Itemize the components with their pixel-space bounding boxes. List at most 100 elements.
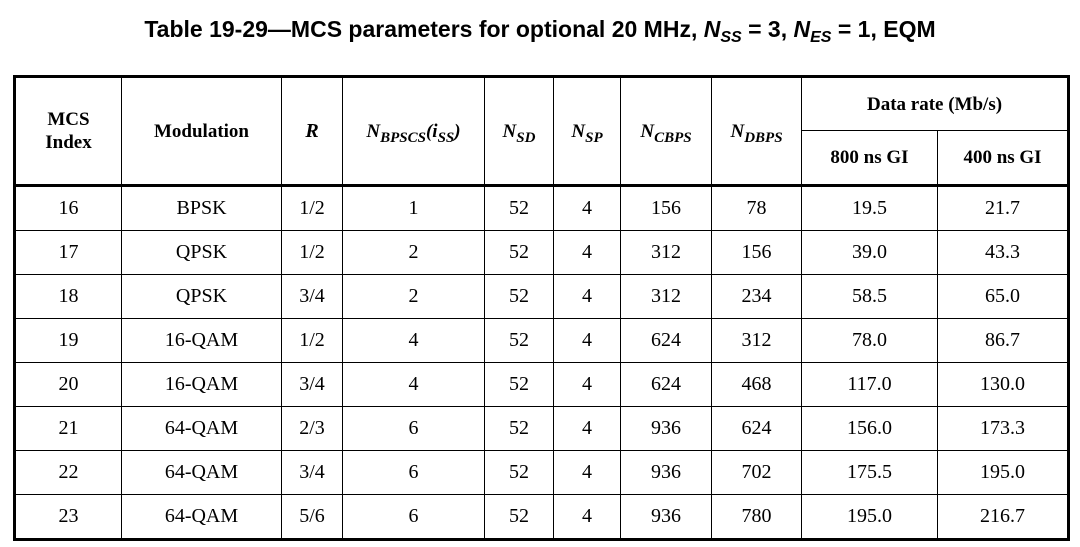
cell-modulation: QPSK bbox=[121, 230, 282, 275]
cell-ndbps: 468 bbox=[711, 362, 802, 407]
cell-nsd: 52 bbox=[484, 318, 554, 363]
header-mcs-index: MCS Index bbox=[14, 76, 122, 187]
cell-nbpscs: 2 bbox=[342, 230, 485, 275]
table-body: 16 BPSK 1/2 1 52 4 156 78 19.5 21.7 17 QPSK 1/2 2 52 4 3… bbox=[14, 185, 1070, 540]
cell-nsd: 52 bbox=[484, 406, 554, 451]
header-nsd: NSD bbox=[484, 76, 554, 187]
cell-nsp: 4 bbox=[553, 450, 621, 495]
cell-ncbps: 156 bbox=[620, 185, 712, 231]
table-row: 18 QPSK 3/4 2 52 4 312 234 58.5 65.0 bbox=[14, 274, 1070, 319]
cell-nsp: 4 bbox=[553, 406, 621, 451]
cell-ncbps: 312 bbox=[620, 274, 712, 319]
cell-nsp: 4 bbox=[553, 362, 621, 407]
header-nsp: NSP bbox=[553, 76, 621, 187]
cell-nbpscs: 1 bbox=[342, 185, 485, 231]
cell-mcs-index: 23 bbox=[14, 494, 122, 540]
cell-modulation: 16-QAM bbox=[121, 318, 282, 363]
header-800ns-gi: 800 ns GI bbox=[801, 130, 938, 187]
cell-ndbps: 702 bbox=[711, 450, 802, 495]
cell-mcs-index: 20 bbox=[14, 362, 122, 407]
cell-rate-400ns: 195.0 bbox=[936, 450, 1070, 495]
cell-rate-800ns: 39.0 bbox=[801, 230, 938, 275]
cell-rate-400ns: 216.7 bbox=[936, 494, 1070, 540]
table-header: MCS Index Modulation R NBPSCS(iSS) NSD NS… bbox=[14, 76, 1070, 187]
cell-mcs-index: 16 bbox=[14, 185, 122, 231]
cell-coding-rate: 1/2 bbox=[281, 230, 343, 275]
cell-nsd: 52 bbox=[484, 494, 554, 540]
cell-ncbps: 312 bbox=[620, 230, 712, 275]
cell-mcs-index: 19 bbox=[14, 318, 122, 363]
cell-nsd: 52 bbox=[484, 450, 554, 495]
table-row: 20 16-QAM 3/4 4 52 4 624 468 117.0 130.0 bbox=[14, 362, 1070, 407]
header-coding-rate: R bbox=[281, 76, 343, 187]
caption-n-es: N bbox=[793, 16, 811, 42]
cell-coding-rate: 3/4 bbox=[281, 450, 343, 495]
cell-rate-800ns: 78.0 bbox=[801, 318, 938, 363]
cell-rate-400ns: 130.0 bbox=[936, 362, 1070, 407]
caption-prefix: Table 19-29—MCS parameters for optional … bbox=[144, 16, 704, 42]
cell-modulation: 16-QAM bbox=[121, 362, 282, 407]
cell-rate-800ns: 19.5 bbox=[801, 185, 938, 231]
table-row: 17 QPSK 1/2 2 52 4 312 156 39.0 43.3 bbox=[14, 230, 1070, 275]
cell-mcs-index: 21 bbox=[14, 406, 122, 451]
caption-n-ss: N bbox=[703, 16, 721, 42]
cell-rate-400ns: 65.0 bbox=[936, 274, 1070, 319]
mcs-parameters-table: MCS Index Modulation R NBPSCS(iSS) NSD NS… bbox=[13, 75, 1071, 541]
table-row: 19 16-QAM 1/2 4 52 4 624 312 78.0 86.7 bbox=[14, 318, 1070, 363]
cell-ndbps: 624 bbox=[711, 406, 802, 451]
caption-mid: = 3, bbox=[741, 16, 794, 42]
cell-ndbps: 312 bbox=[711, 318, 802, 363]
cell-modulation: 64-QAM bbox=[121, 450, 282, 495]
cell-nsp: 4 bbox=[553, 230, 621, 275]
table-row: 16 BPSK 1/2 1 52 4 156 78 19.5 21.7 bbox=[14, 185, 1070, 231]
cell-nsd: 52 bbox=[484, 362, 554, 407]
cell-rate-800ns: 156.0 bbox=[801, 406, 938, 451]
caption-n-ss-subscript: SS bbox=[720, 29, 742, 46]
cell-modulation: QPSK bbox=[121, 274, 282, 319]
cell-coding-rate: 5/6 bbox=[281, 494, 343, 540]
cell-nsp: 4 bbox=[553, 185, 621, 231]
cell-ndbps: 156 bbox=[711, 230, 802, 275]
cell-nsd: 52 bbox=[484, 185, 554, 231]
cell-ndbps: 780 bbox=[711, 494, 802, 540]
cell-ncbps: 624 bbox=[620, 362, 712, 407]
table-caption: Table 19-29—MCS parameters for optional … bbox=[0, 12, 1080, 46]
header-400ns-gi: 400 ns GI bbox=[936, 130, 1070, 187]
cell-modulation: 64-QAM bbox=[121, 406, 282, 451]
cell-ncbps: 624 bbox=[620, 318, 712, 363]
cell-rate-400ns: 173.3 bbox=[936, 406, 1070, 451]
cell-nbpscs: 6 bbox=[342, 406, 485, 451]
table-row: 23 64-QAM 5/6 6 52 4 936 780 195.0 216.7 bbox=[14, 494, 1070, 540]
cell-coding-rate: 3/4 bbox=[281, 274, 343, 319]
cell-modulation: BPSK bbox=[121, 185, 282, 231]
header-modulation: Modulation bbox=[121, 76, 282, 187]
cell-nbpscs: 4 bbox=[342, 362, 485, 407]
cell-nsp: 4 bbox=[553, 494, 621, 540]
cell-ncbps: 936 bbox=[620, 494, 712, 540]
cell-nbpscs: 6 bbox=[342, 450, 485, 495]
table-row: 22 64-QAM 3/4 6 52 4 936 702 175.5 195.0 bbox=[14, 450, 1070, 495]
cell-nbpscs: 6 bbox=[342, 494, 485, 540]
cell-mcs-index: 22 bbox=[14, 450, 122, 495]
header-data-rate: Data rate (Mb/s) bbox=[800, 76, 1070, 131]
cell-rate-800ns: 58.5 bbox=[801, 274, 938, 319]
cell-modulation: 64-QAM bbox=[121, 494, 282, 540]
cell-rate-800ns: 195.0 bbox=[801, 494, 938, 540]
cell-ncbps: 936 bbox=[620, 406, 712, 451]
cell-coding-rate: 3/4 bbox=[281, 362, 343, 407]
cell-nsp: 4 bbox=[553, 318, 621, 363]
cell-ndbps: 78 bbox=[711, 185, 802, 231]
caption-suffix: = 1, EQM bbox=[831, 16, 936, 42]
cell-rate-400ns: 86.7 bbox=[936, 318, 1070, 363]
cell-nbpscs: 2 bbox=[342, 274, 485, 319]
cell-rate-400ns: 43.3 bbox=[936, 230, 1070, 275]
cell-rate-800ns: 117.0 bbox=[801, 362, 938, 407]
cell-ncbps: 936 bbox=[620, 450, 712, 495]
cell-nsd: 52 bbox=[484, 274, 554, 319]
cell-rate-400ns: 21.7 bbox=[936, 185, 1070, 231]
cell-coding-rate: 2/3 bbox=[281, 406, 343, 451]
cell-coding-rate: 1/2 bbox=[281, 318, 343, 363]
cell-ndbps: 234 bbox=[711, 274, 802, 319]
header-nbpscs: NBPSCS(iSS) bbox=[342, 76, 485, 187]
cell-mcs-index: 18 bbox=[14, 274, 122, 319]
